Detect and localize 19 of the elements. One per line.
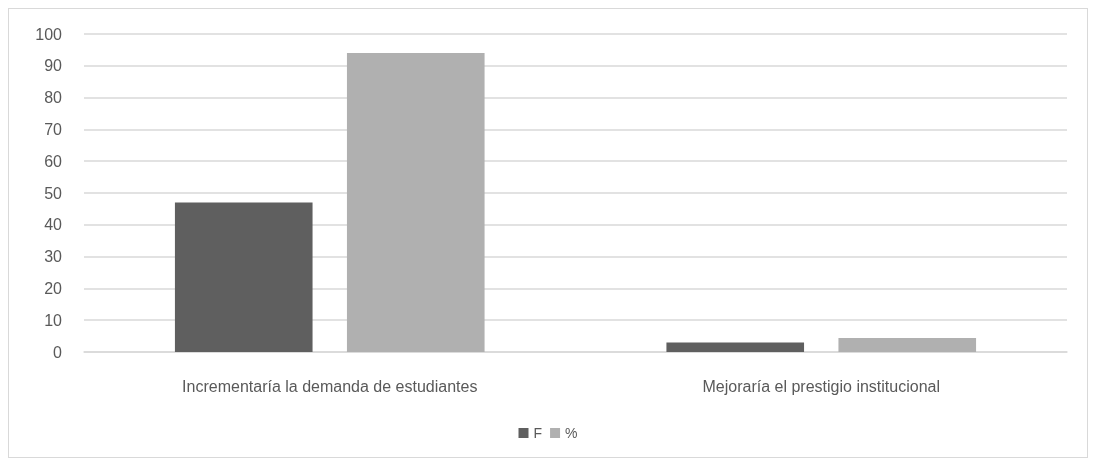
y-tick-label: 100 [35, 25, 63, 43]
bar [666, 342, 805, 352]
legend-label: F [533, 425, 543, 441]
y-tick-label: 30 [44, 248, 63, 266]
y-tick-label: 80 [44, 89, 63, 107]
y-tick-label: 20 [44, 279, 63, 297]
x-tick-label: Mejoraría el prestigio institucional [702, 377, 940, 395]
bar [174, 202, 313, 352]
bar [346, 53, 485, 352]
y-tick-label: 60 [44, 152, 63, 170]
y-tick-label: 40 [44, 216, 63, 234]
y-tick-label: 90 [44, 57, 63, 75]
y-tick-label: 10 [44, 311, 63, 329]
y-tick-label: 50 [44, 184, 63, 202]
y-tick-label: 0 [53, 343, 63, 361]
x-tick-label: Incrementaría la demanda de estudiantes [182, 377, 478, 395]
legend-label: % [565, 425, 578, 441]
y-tick-label: 70 [44, 120, 63, 138]
bar [838, 338, 977, 352]
